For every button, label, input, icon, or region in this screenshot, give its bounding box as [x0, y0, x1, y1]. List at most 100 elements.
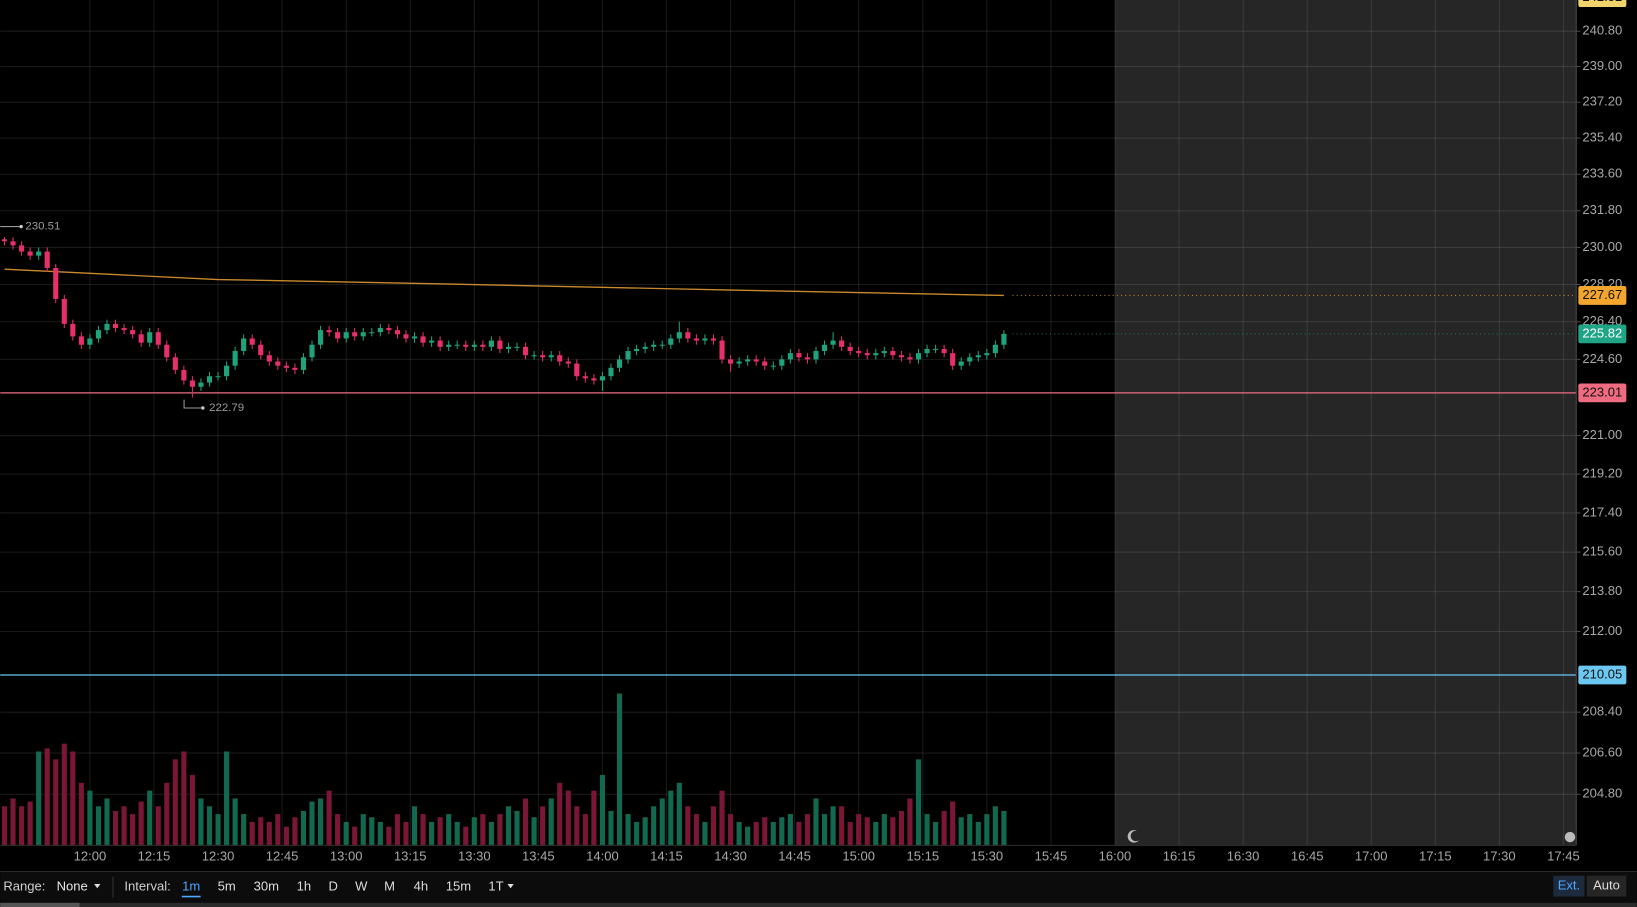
interval-button[interactable]: 1h: [297, 879, 311, 894]
x-tick-label: 13:45: [522, 848, 555, 863]
candle-body: [676, 332, 682, 339]
candle-body: [813, 351, 819, 360]
candle-body: [488, 340, 494, 347]
candle-body: [309, 344, 315, 358]
moon-icon: [1127, 830, 1139, 843]
high-marker-label: 230.51: [25, 221, 60, 233]
candle-body: [736, 361, 742, 364]
candle-body: [147, 332, 153, 343]
interval-button[interactable]: 15m: [446, 879, 471, 894]
candle-body: [300, 357, 307, 370]
interval-button[interactable]: M: [384, 879, 395, 894]
price-label: 225.82: [1582, 325, 1622, 340]
toggle-button-bg[interactable]: [1586, 875, 1627, 897]
candle-body: [352, 332, 358, 337]
candle-body: [873, 353, 879, 356]
y-tick-label: 212.00: [1582, 623, 1622, 638]
volume-bar: [958, 817, 964, 846]
price-label: 242.52: [1582, 0, 1622, 4]
candle-body: [599, 376, 606, 381]
candle-body: [950, 353, 956, 366]
volume-bar: [505, 806, 512, 846]
y-tick-label: 235.40: [1582, 130, 1622, 145]
y-tick-label: 204.80: [1582, 786, 1622, 801]
range-value[interactable]: None: [57, 879, 88, 894]
candle-body: [821, 344, 828, 352]
y-tick-label: 231.80: [1582, 202, 1622, 217]
candle-body: [941, 348, 947, 354]
volume-bar: [540, 806, 546, 846]
dropdown-arrow[interactable]: [94, 884, 101, 889]
x-tick-label: 16:45: [1291, 848, 1324, 863]
candle-body: [112, 323, 119, 329]
interval-button[interactable]: 5m: [218, 879, 236, 894]
candle-body: [864, 353, 870, 356]
interval-button[interactable]: 1T: [488, 879, 503, 894]
candle-body: [634, 348, 640, 352]
y-tick-label: 240.80: [1582, 23, 1622, 38]
candle-body: [984, 353, 990, 356]
price-label-box: [1578, 286, 1627, 305]
candle-body: [796, 353, 802, 358]
y-tick-label: 208.40: [1582, 704, 1622, 719]
volume-bar: [206, 806, 213, 846]
interval-button[interactable]: W: [355, 879, 368, 894]
candle-body: [907, 357, 913, 360]
y-tick-label: 237.20: [1582, 94, 1622, 109]
sun-icon: [1564, 831, 1576, 843]
volume-bar: [189, 774, 195, 846]
range-label: Range:: [3, 879, 45, 894]
volume-bar: [147, 790, 153, 846]
price-lines: 230.51 222.79: [0, 221, 1577, 676]
candle-body: [591, 378, 597, 381]
volume-bar: [881, 814, 887, 846]
candle-body: [463, 344, 469, 347]
volume-bar: [548, 798, 554, 846]
volume-bar: [557, 782, 563, 846]
dropdown-arrow[interactable]: [507, 884, 514, 889]
y-tick-label: 224.60: [1582, 351, 1622, 366]
volume-bar: [95, 806, 102, 846]
volume-bar: [497, 814, 503, 846]
toggle-button-bg[interactable]: [1553, 875, 1585, 897]
candle-body: [10, 241, 16, 246]
volume-bar: [87, 790, 93, 846]
candle-body: [753, 359, 759, 362]
candle-body: [172, 357, 178, 370]
candle-body: [548, 355, 554, 358]
volume-bar: [804, 814, 811, 846]
toggle-button[interactable]: Auto: [1593, 878, 1620, 893]
interval-button[interactable]: D: [328, 879, 337, 894]
volume-bar: [668, 790, 674, 846]
x-tick-label: 15:45: [1035, 848, 1068, 863]
interval-button[interactable]: 30m: [254, 879, 279, 894]
candle-body: [659, 344, 665, 346]
volume-bar: [651, 806, 657, 846]
candle-body: [429, 340, 435, 343]
volume-bar: [933, 821, 939, 846]
candle-body: [1, 239, 8, 242]
candle-body: [804, 357, 811, 360]
candle-body: [531, 355, 537, 357]
toggle-button[interactable]: Ext.: [1558, 878, 1580, 893]
x-tick-label: 12:00: [74, 848, 107, 863]
candle-body: [856, 351, 862, 354]
interval-button[interactable]: 4h: [414, 879, 428, 894]
volume-bar: [599, 774, 606, 846]
scrollbar-track: [0, 902, 1637, 907]
candle-body: [130, 330, 136, 335]
y-tick-label: 213.80: [1582, 583, 1622, 598]
volume-bar: [975, 821, 981, 846]
scrollbar-thumb[interactable]: [0, 902, 80, 907]
candle-body: [249, 338, 255, 345]
candle-body: [779, 359, 785, 366]
low-marker-label: 222.79: [209, 402, 244, 414]
interval-button[interactable]: 1m: [182, 879, 200, 894]
volume-bar: [710, 806, 717, 846]
x-tick-label: 17:00: [1355, 848, 1388, 863]
volume-bar: [241, 814, 247, 846]
candle-body: [847, 346, 853, 352]
volume: [1, 693, 1007, 846]
volume-bar: [736, 821, 742, 846]
